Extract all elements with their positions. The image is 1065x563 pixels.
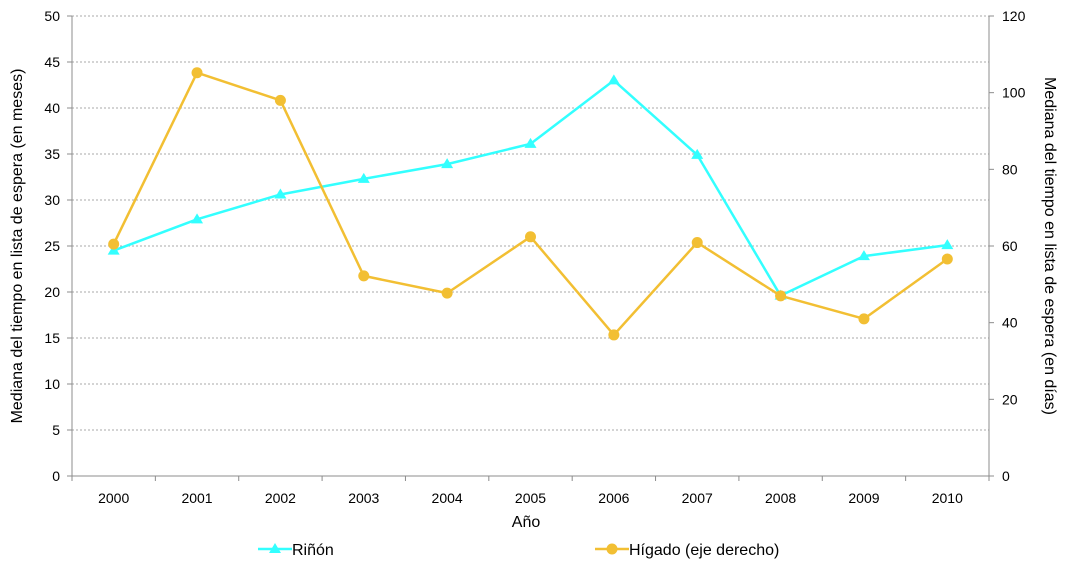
x-tick-label: 2006 — [598, 490, 629, 506]
right-tick-label: 80 — [1002, 161, 1018, 177]
data-point-rinon — [274, 188, 287, 199]
left-tick-label: 5 — [52, 422, 60, 438]
right-tick-label: 40 — [1002, 315, 1018, 331]
data-point-rinon — [691, 148, 704, 159]
left-tick-label: 0 — [52, 468, 60, 484]
left-tick-label: 40 — [44, 100, 60, 116]
data-point-rinon — [357, 172, 370, 183]
data-point-higado — [191, 67, 203, 79]
series-line-rinon — [113, 79, 948, 297]
x-tick-label: 2003 — [348, 490, 379, 506]
left-y-axis-title: Mediana del tiempo en lista de espera (e… — [9, 69, 26, 424]
left-tick-label: 20 — [44, 284, 60, 300]
x-tick-label: 2005 — [515, 490, 546, 506]
left-tick-label: 15 — [44, 330, 60, 346]
x-tick-label: 2010 — [932, 490, 963, 506]
legend-item-rinon: Riñón — [258, 542, 334, 559]
data-point-higado — [358, 270, 370, 282]
right-y-axis-title: Mediana del tiempo en lista de espera (e… — [1041, 77, 1058, 415]
data-point-higado — [858, 313, 870, 325]
left-tick-label: 25 — [44, 238, 60, 254]
data-point-higado — [525, 231, 536, 243]
right-tick-label: 100 — [1002, 85, 1026, 101]
gridlines — [72, 15, 989, 431]
right-tick-label: 120 — [1002, 8, 1026, 24]
data-point-rinon — [441, 158, 454, 169]
left-tick-label: 35 — [44, 146, 60, 162]
data-point-higado — [441, 287, 453, 299]
legend-item-higado: Hígado (eje derecho) — [595, 542, 779, 559]
x-tick-label: 2009 — [848, 490, 879, 506]
x-tick-label: 2002 — [265, 490, 296, 506]
data-point-higado — [775, 290, 787, 302]
data-point-rinon — [524, 137, 537, 148]
x-tick-label: 2001 — [181, 490, 212, 506]
series-line-higado — [112, 71, 949, 337]
left-tick-label: 50 — [44, 8, 60, 24]
x-axis-title: Año — [512, 514, 541, 531]
x-tick-label: 2008 — [765, 490, 796, 506]
right-tick-label: 20 — [1002, 391, 1018, 407]
data-point-rinon — [941, 239, 954, 250]
left-tick-label: 30 — [44, 192, 60, 208]
legend-label-higado: Hígado (eje derecho) — [629, 542, 779, 559]
data-point-rinon — [857, 250, 870, 261]
data-point-higado — [941, 253, 953, 265]
data-point-rinon — [607, 74, 620, 85]
right-tick-label: 60 — [1002, 238, 1018, 254]
right-y-axis-ticks: 0 20 40 60 80 100 120 — [989, 8, 1026, 484]
legend-marker-higado — [606, 543, 618, 555]
x-tick-label: 2000 — [98, 490, 129, 506]
data-point-higado — [108, 238, 120, 250]
series-layer — [107, 67, 954, 341]
legend-marker-rinon — [269, 543, 281, 553]
x-axis-ticks: 2000 2001 2002 2003 2004 2005 2006 2007 2008 2009… — [71, 476, 990, 506]
data-point-higado — [691, 237, 703, 249]
data-point-higado — [608, 329, 620, 341]
legend-label-rinon: Riñón — [292, 542, 334, 559]
x-tick-label: 2004 — [432, 490, 463, 506]
x-tick-label: 2007 — [682, 490, 713, 506]
left-tick-label: 10 — [44, 376, 60, 392]
legend: Riñón Hígado (eje derecho) — [258, 542, 779, 559]
left-tick-label: 45 — [44, 54, 60, 70]
data-point-higado — [274, 94, 286, 106]
right-tick-label: 0 — [1002, 468, 1010, 484]
data-point-rinon — [191, 213, 204, 224]
data-point-rinon — [107, 244, 120, 255]
left-y-axis-ticks: 0 5 10 15 20 25 30 35 40 45 50 — [44, 8, 72, 484]
